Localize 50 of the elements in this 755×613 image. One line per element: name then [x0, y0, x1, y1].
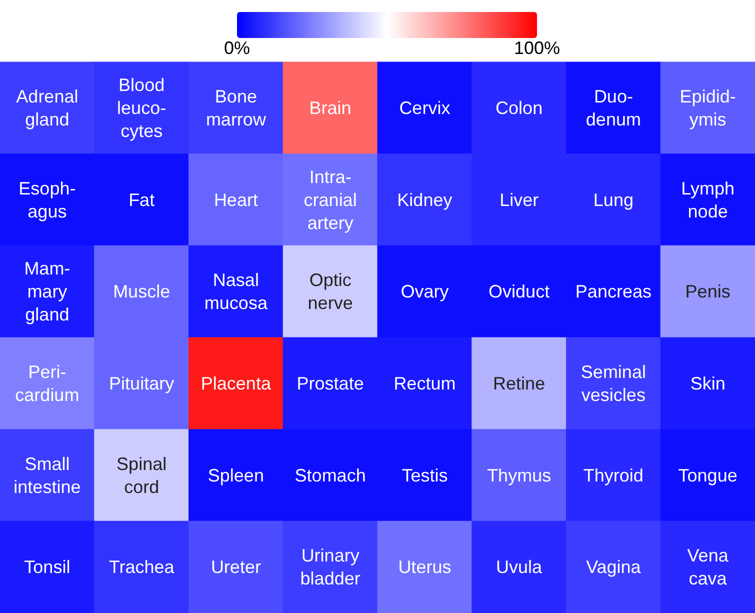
data-label: Kidney [397, 190, 452, 210]
data-label: Retine [493, 373, 546, 394]
data-label: Pituitary [109, 373, 174, 394]
data-label: Stomach [294, 465, 366, 486]
data-label: Testis [402, 465, 448, 486]
data-label: Epidid- ymis [680, 86, 736, 130]
data-label: Ureter [210, 557, 261, 578]
data-label: Prostate [296, 373, 364, 394]
data-label: Small intestine [14, 454, 81, 497]
data-label: Duo- denum [586, 86, 641, 130]
data-label: Thymus [487, 465, 552, 486]
data-label: Fat [128, 190, 155, 210]
data-label: Spinal cord [116, 454, 167, 497]
data-label: Tongue [678, 465, 738, 486]
data-label: Colon [496, 98, 543, 118]
data-label: Spleen [208, 465, 264, 486]
data-label: Lung [593, 190, 634, 210]
data-label: Brain [309, 98, 352, 118]
data-label: Esoph- agus [18, 178, 76, 222]
data-label: Uterus [398, 557, 452, 578]
data-label: Vagina [586, 557, 642, 578]
data-label: Skin [690, 373, 726, 394]
data-label: Peri- cardium [15, 362, 80, 405]
data-label: Liver [500, 190, 539, 210]
data-label: Ovary [400, 282, 449, 302]
data-label: Thyroid [583, 465, 644, 486]
color-bar-label: 0% [224, 38, 250, 58]
data-label: Vena cava [687, 546, 730, 589]
data-label: Oviduct [488, 282, 550, 302]
data-label: Blood leuco- cytes [117, 74, 166, 141]
color-bar-label: 100% [514, 38, 560, 58]
data-label: Lymph node [681, 178, 734, 222]
data-label: Mam- mary gland [24, 258, 70, 325]
data-label: Adrenal gland [16, 86, 78, 130]
data-label: Bone marrow [206, 86, 267, 130]
data-label: Intra- cranial artery [304, 166, 357, 233]
data-label: Penis [685, 282, 730, 302]
data-label: Urinary bladder [300, 546, 360, 589]
data-label: Pancreas [575, 282, 652, 302]
data-label: Placenta [200, 373, 272, 394]
data-label: Optic nerve [308, 270, 353, 314]
data-label: Uvula [496, 557, 544, 578]
data-label: Muscle [113, 282, 170, 302]
data-label: Tonsil [24, 557, 70, 578]
data-label: Cervix [399, 98, 450, 118]
data-label: Seminal vesicles [580, 362, 646, 405]
data-label: Heart [214, 190, 258, 210]
data-label: Rectum [394, 373, 456, 394]
data-label: Nasal mucosa [204, 270, 268, 314]
data-label: Trachea [108, 557, 176, 578]
